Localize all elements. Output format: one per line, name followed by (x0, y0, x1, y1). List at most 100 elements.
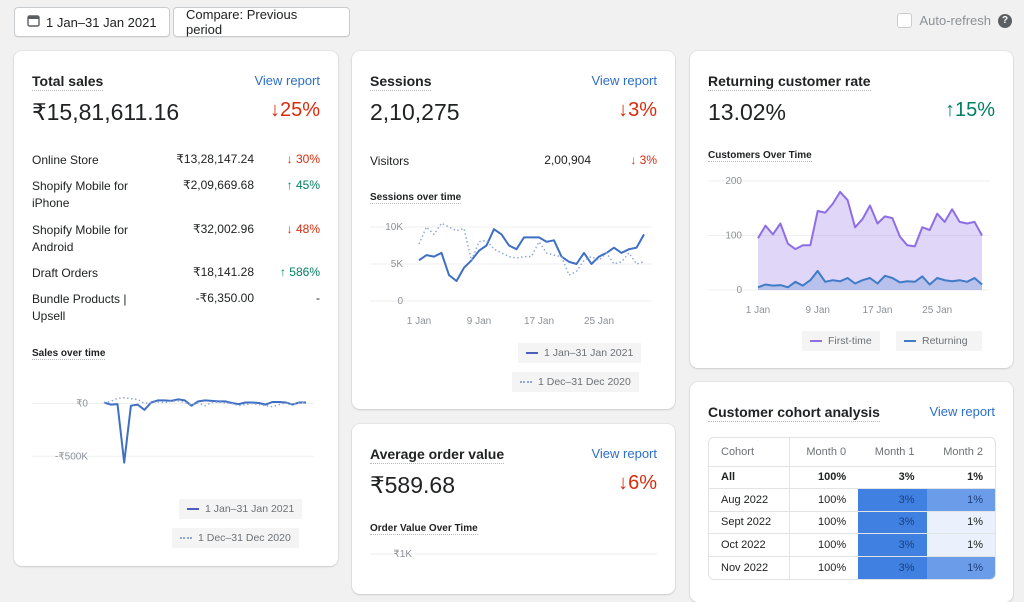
sales-channel-row: Bundle Products | Upsell -₹6,350.00 - (32, 291, 320, 325)
average-order-value-card: Average order value View report ₹589.68 … (352, 424, 675, 594)
auto-refresh-checkbox[interactable] (897, 13, 913, 28)
sessions-chart: 0 5K 10K 1 Jan 9 Jan 17 Jan 25 Jan (370, 222, 652, 327)
y-tick-label: 0 (397, 296, 403, 307)
channel-change: ↑ 586% (279, 265, 320, 279)
table-cell: 1% (926, 533, 995, 556)
calendar-icon (27, 14, 40, 30)
table-cell: 3% (858, 488, 927, 511)
channel-value: ₹2,09,669.68 (182, 178, 254, 192)
x-tick-label: 1 Jan (407, 316, 431, 327)
compare-button[interactable]: Compare: Previous period (173, 7, 350, 37)
total-sales-change: ↓25% (269, 99, 320, 121)
legend-current[interactable]: 1 Jan–31 Jan 2021 (518, 343, 642, 363)
visitors-change: ↓ 3% (630, 153, 657, 167)
help-icon[interactable]: ? (998, 13, 1012, 28)
card-title: Customer cohort analysis (708, 404, 880, 422)
legend-previous[interactable]: 1 Dec–31 Dec 2020 (172, 528, 299, 548)
legend-returning[interactable]: Returning (896, 331, 982, 351)
chart-title: Customers Over Time (708, 150, 812, 162)
returning-customer-card: Returning customer rate 13.02% ↑15% Cust… (690, 51, 1013, 368)
y-tick-label: 200 (725, 176, 742, 187)
legend-previous[interactable]: 1 Dec–31 Dec 2020 (512, 372, 639, 392)
x-tick-label: 17 Jan (862, 305, 892, 316)
view-report-link[interactable]: View report (254, 73, 320, 88)
table-row: Nov 2022 100% 3% 1% (709, 555, 995, 579)
table-cell: 100% (789, 533, 859, 556)
sales-channel-row: Shopify Mobile for iPhone ₹2,09,669.68 ↑ 4… (32, 178, 320, 212)
chart-title: Order Value Over Time (370, 523, 478, 535)
legend-first-time[interactable]: First-time (802, 331, 880, 351)
channel-change: ↑ 45% (286, 178, 320, 192)
table-cell: 100% (789, 488, 859, 511)
table-cell: Sept 2022 (709, 510, 790, 534)
view-report-link[interactable]: View report (591, 446, 657, 461)
line-icon (904, 340, 916, 342)
total-sales-value: ₹15,81,611.16 (32, 99, 180, 125)
sales-channel-row: Shopify Mobile for Android ₹32,002.96 ↓ 48… (32, 222, 320, 256)
solid-line-icon (187, 508, 199, 510)
total-sales-card: Total sales View report ₹15,81,611.16 ↓2… (14, 51, 338, 566)
aov-value: ₹589.68 (370, 472, 455, 498)
auto-refresh: Auto-refresh ? (897, 13, 1012, 28)
legend-label: 1 Dec–31 Dec 2020 (198, 532, 291, 544)
legend-label: First-time (828, 335, 872, 347)
column-header: Cohort (709, 438, 790, 466)
card-title: Returning customer rate (708, 73, 871, 91)
y-tick-label: 100 (725, 231, 742, 242)
returning-rate-change: ↑15% (944, 99, 995, 121)
customers-chart: 0 100 200 1 Jan 9 Jan 17 Jan 25 Jan (708, 176, 990, 316)
legend-label: 1 Jan–31 Jan 2021 (205, 503, 295, 515)
sales-channel-row: Draft Orders ₹18,141.28 ↑ 586% (32, 265, 320, 282)
x-tick-label: 9 Jan (467, 316, 491, 327)
legend-label: Returning (922, 335, 968, 347)
y-tick-label: -₹500K (55, 451, 88, 462)
column-header: Month 0 (806, 445, 847, 458)
table-row: All 100% 3% 1% (709, 465, 995, 489)
channel-change: - (316, 291, 320, 305)
sessions-change: ↓3% (618, 99, 657, 121)
visitors-row: Visitors 2,00,904 ↓ 3% (370, 153, 657, 170)
returning-rate-value: 13.02% (708, 99, 787, 125)
channel-name: Online Store (32, 153, 99, 167)
y-tick-label: 0 (736, 285, 742, 296)
channel-name: Draft Orders (32, 266, 99, 280)
column-header: Month 1 (874, 445, 915, 458)
view-report-link[interactable]: View report (591, 73, 657, 88)
x-tick-label: 25 Jan (922, 305, 952, 316)
legend-label: 1 Dec–31 Dec 2020 (538, 376, 631, 388)
channel-change: ↓ 30% (286, 152, 320, 166)
table-cell: 1% (926, 488, 995, 511)
table-cell: 3% (858, 533, 927, 556)
table-cell: All (709, 465, 790, 489)
channel-name: Shopify Mobile for Android (32, 223, 129, 254)
column-header: Month 2 (943, 445, 983, 458)
channel-value: ₹32,002.96 (192, 222, 254, 236)
y-tick-label: 10K (385, 222, 403, 233)
x-tick-label: 17 Jan (524, 316, 554, 327)
dotted-line-icon (180, 537, 192, 539)
table-cell: 3% (858, 555, 927, 579)
sales-channel-row: Online Store ₹13,28,147.24 ↓ 30% (32, 152, 320, 169)
card-title: Total sales (32, 73, 104, 91)
card-title: Average order value (370, 446, 505, 464)
auto-refresh-label: Auto-refresh (919, 13, 991, 28)
series-line-1 (757, 269, 983, 289)
view-report-link[interactable]: View report (929, 404, 995, 419)
table-cell: Oct 2022 (709, 533, 790, 556)
date-range-button[interactable]: 1 Jan–31 Jan 2021 (14, 7, 170, 37)
channel-value: ₹18,141.28 (192, 265, 254, 279)
table-cell: 1% (926, 555, 995, 579)
y-tick-label: 5K (391, 259, 404, 270)
visitors-value: 2,00,904 (544, 153, 591, 167)
table-row: Oct 2022 100% 3% 1% (709, 533, 995, 556)
line-icon (810, 340, 822, 342)
channel-value: -₹6,350.00 (195, 291, 254, 305)
date-range-label: 1 Jan–31 Jan 2021 (46, 14, 157, 30)
cohort-table: Cohort Month 0 Month 1 Month 2 All 100% 3% 1% Au… (708, 437, 996, 580)
cohort-card: Customer cohort analysis View report Coh… (690, 382, 1013, 602)
legend-current[interactable]: 1 Jan–31 Jan 2021 (179, 499, 303, 519)
series-area (758, 191, 982, 290)
x-tick-label: 9 Jan (805, 305, 829, 316)
table-cell: 3% (858, 465, 927, 489)
chart-title: Sessions over time (370, 192, 462, 204)
